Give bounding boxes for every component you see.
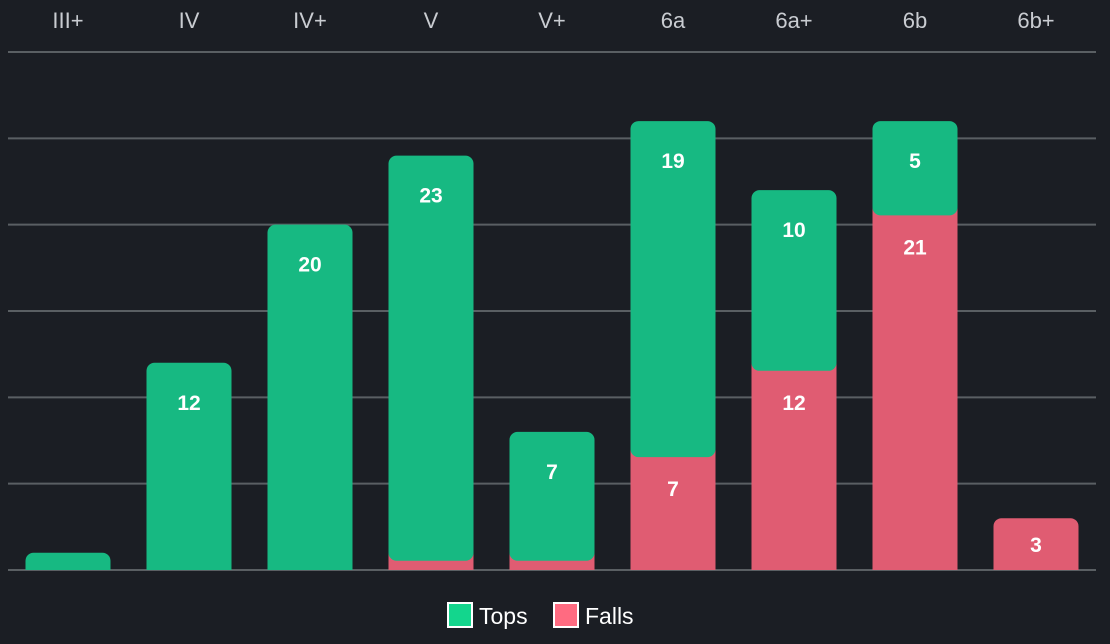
category-label: 6b <box>903 8 927 33</box>
legend-label-tops: Tops <box>479 603 528 629</box>
bar-tops-iv-plus[interactable] <box>267 224 353 578</box>
legend-swatch-falls <box>553 602 579 628</box>
bar-value-label: 23 <box>419 185 442 208</box>
bar-falls-6a[interactable] <box>630 449 716 570</box>
legend: Tops Falls <box>447 602 634 629</box>
bar-tops-6a[interactable] <box>630 121 716 458</box>
category-axis-labels: III+ IV IV+ V V+ 6a 6a+ 6b 6b+ <box>52 8 1054 33</box>
bar-tops-v[interactable] <box>388 155 474 561</box>
bar-tops-v-plus[interactable] <box>509 431 595 561</box>
bar-falls-6b[interactable] <box>872 207 958 570</box>
bar-tops-6b[interactable] <box>872 121 958 216</box>
bar-value-label: 7 <box>546 461 558 484</box>
bar-tops-iii-plus[interactable] <box>25 552 111 578</box>
category-label: III+ <box>52 8 83 33</box>
legend-label-falls: Falls <box>585 603 634 629</box>
bar-value-label: 3 <box>1030 534 1042 557</box>
bar-value-label: 21 <box>903 236 927 259</box>
category-label: V+ <box>538 8 566 33</box>
bar-value-label: 7 <box>667 478 679 501</box>
category-label: V <box>424 8 439 33</box>
category-label: 6a+ <box>775 8 812 33</box>
category-label: 6a <box>661 8 686 33</box>
legend-swatch-tops <box>447 602 473 628</box>
bar-value-label: 5 <box>909 150 921 173</box>
bars <box>25 121 1079 578</box>
bar-tops-iv[interactable] <box>146 362 232 578</box>
bar-tops-6a-plus[interactable] <box>751 190 837 371</box>
category-label: IV+ <box>293 8 327 33</box>
legend-item-tops[interactable]: Tops <box>447 602 528 629</box>
bar-value-label: 19 <box>661 150 684 173</box>
bar-value-label: 10 <box>782 219 805 242</box>
bar-falls-6b-plus[interactable] <box>993 518 1079 578</box>
legend-item-falls[interactable]: Falls <box>553 602 634 629</box>
bar-value-label: 20 <box>298 254 321 277</box>
category-label: IV <box>179 8 200 33</box>
bar-value-label: 12 <box>177 392 200 415</box>
bar-value-labels: 12 20 23 7 7 19 12 10 21 5 3 <box>177 150 1042 557</box>
bar-value-label: 12 <box>782 392 805 415</box>
bar-falls-6a-plus[interactable] <box>751 362 837 570</box>
category-label: 6b+ <box>1017 8 1054 33</box>
